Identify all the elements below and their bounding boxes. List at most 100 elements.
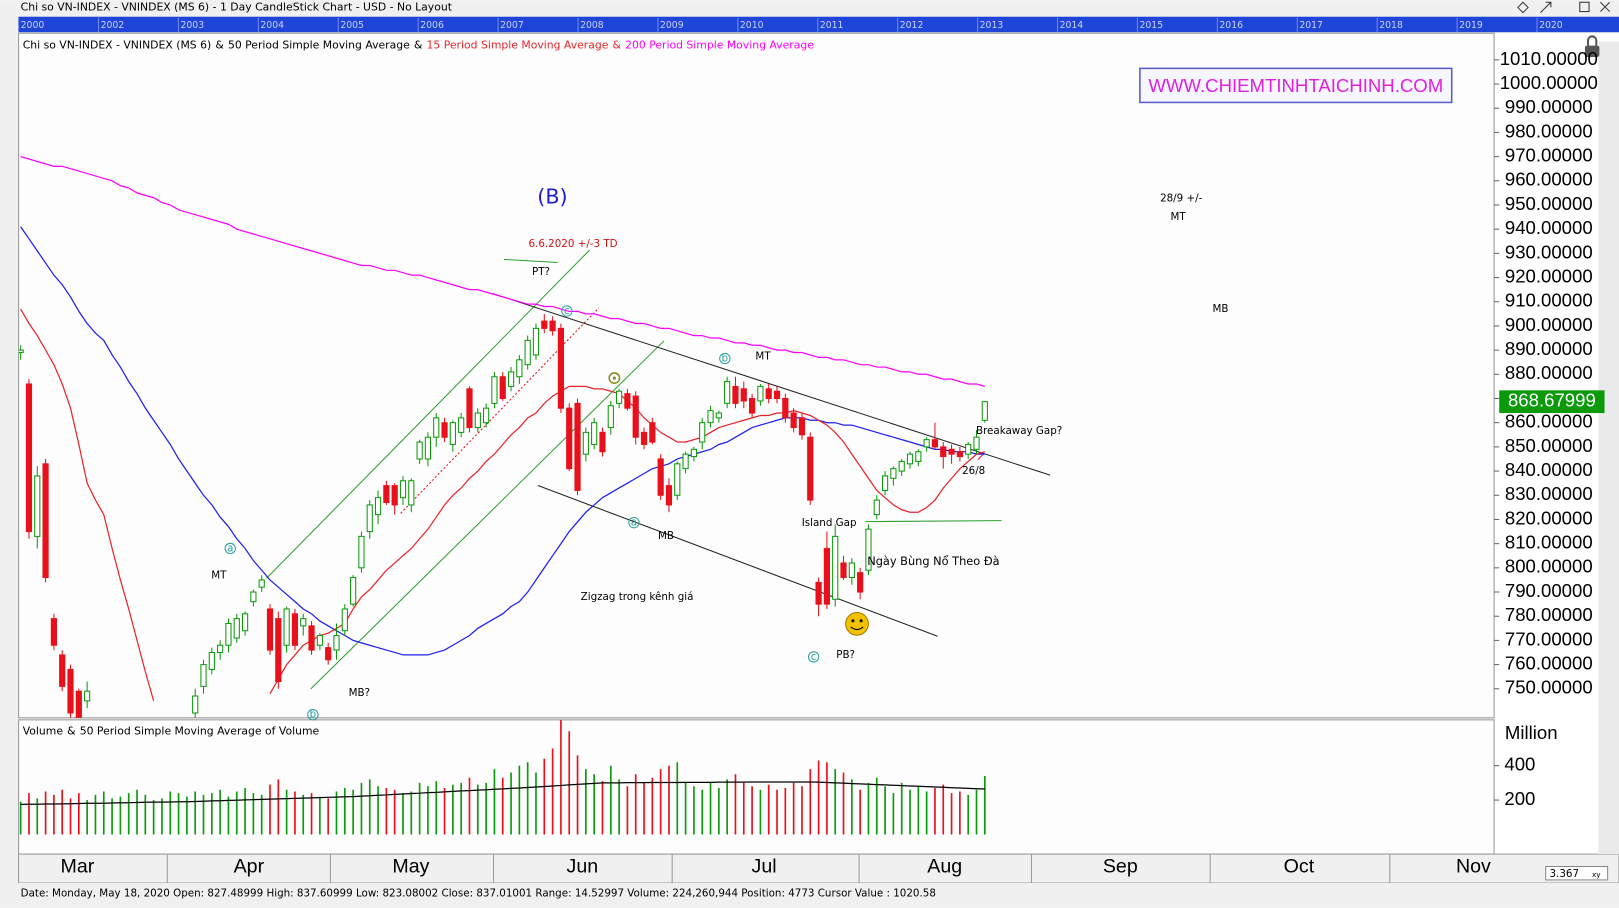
candle-body [433, 417, 440, 438]
legend-volume: Volume [23, 724, 64, 737]
candle-body [807, 436, 814, 501]
y-tick-label: 790.00000 [1505, 580, 1593, 601]
candle-body [599, 431, 606, 453]
candle-body [848, 562, 855, 579]
candle-body [266, 608, 274, 651]
annotation: PB? [836, 649, 855, 661]
annotation: (B) [537, 185, 567, 209]
candle-body [258, 579, 265, 588]
legend-entry: 15 Period Simple Moving Average [427, 39, 609, 52]
watermark-box [1139, 67, 1453, 104]
candle-body [890, 468, 897, 479]
timeline-year: 2007 [500, 20, 524, 31]
candle-body [516, 359, 523, 378]
gap-line [865, 520, 1002, 523]
candle-body [300, 618, 307, 627]
icon-diamond[interactable] [1517, 1, 1529, 14]
annotation: 6.6.2020 +/-3 TD [528, 238, 617, 250]
candle-body [915, 451, 922, 462]
candle-body [466, 388, 473, 429]
y-tick-label: 930.00000 [1505, 241, 1593, 262]
y-tick-label: 950.00000 [1505, 193, 1593, 214]
volume-legend: Volume & 50 Period Simple Moving Average o… [23, 724, 320, 737]
candle-body [857, 572, 864, 593]
smiley [845, 611, 869, 636]
y-tick-label: 890.00000 [1505, 338, 1593, 359]
timeline-year: 2012 [900, 20, 924, 31]
icon-pin[interactable] [1540, 1, 1552, 13]
candle-body [873, 499, 880, 516]
candle-body [782, 397, 789, 419]
lock-icon[interactable] [1584, 45, 1600, 57]
candle-body [715, 412, 722, 419]
timeline-year: 2000 [21, 20, 45, 31]
elliott-circle [719, 352, 731, 365]
smiley-eye [859, 619, 863, 623]
y-tick-label: 1000.00000 [1500, 72, 1598, 93]
candle-body [956, 451, 963, 458]
timeline-year: 2011 [820, 20, 844, 31]
timeline-year: 2017 [1299, 20, 1323, 31]
smiley-eye [851, 619, 855, 623]
candle-body [350, 576, 357, 605]
candle-body [981, 401, 988, 421]
x-tick-label: Jun [567, 856, 599, 878]
candle-body [674, 463, 681, 496]
legend: Chi so VN-INDEX - VNINDEX (MS 6) & 50 Peri… [23, 39, 815, 52]
last-price: 868.67999 [1508, 390, 1596, 411]
candle-body [657, 458, 664, 496]
timeline-year: 2013 [980, 20, 1004, 31]
candle-body [275, 618, 282, 683]
icon-close[interactable] [1600, 1, 1611, 12]
zoom-value: 3.367 [1550, 868, 1580, 880]
candle-body [948, 448, 955, 455]
candle-body [391, 485, 398, 506]
icon-maximize[interactable] [1579, 1, 1590, 13]
lock-shackle [1586, 35, 1598, 46]
zoom-box[interactable] [1545, 865, 1609, 881]
timeline-year: 2008 [580, 20, 604, 31]
timeline-year: 2004 [260, 20, 284, 31]
timeline-year: 2003 [180, 20, 204, 31]
elliott-label: c [811, 651, 817, 663]
candle-body [690, 448, 698, 458]
x-tick-label: Jul [752, 856, 777, 878]
y-tick-label: 760.00000 [1505, 652, 1593, 673]
candle-body [42, 463, 49, 579]
candle-body [283, 608, 290, 646]
candle-body [524, 339, 531, 366]
candle-body [75, 690, 82, 718]
window-controls[interactable] [1513, 1, 1617, 15]
candle-body [724, 381, 731, 404]
y-tick-label: 200 [1504, 788, 1535, 809]
annotation: Breakaway Gap? [976, 425, 1062, 437]
annotation: Ngày Bùng Nổ Theo Đà [867, 554, 999, 568]
candle-body [665, 485, 673, 506]
zoom-mode: xy [1592, 870, 1601, 879]
cycle-marker-dot [612, 376, 616, 380]
candle-body [574, 402, 581, 491]
timeline-year: 2016 [1219, 20, 1243, 31]
candle-body [208, 651, 215, 670]
legend-entry: 50 Period Simple Moving Average [228, 39, 410, 52]
candle-body [973, 436, 980, 450]
smiley-mouth [850, 626, 864, 631]
legend-price: Chi so VN-INDEX - VNINDEX (MS 6) [23, 39, 212, 52]
legend-sep: & [414, 39, 423, 52]
candle-body [408, 480, 415, 506]
x-tick-label: Aug [927, 856, 962, 878]
candle-body [815, 581, 822, 605]
date-axis [18, 853, 1619, 884]
scrollbar[interactable] [1598, 41, 1619, 855]
timeline-year: 2005 [340, 20, 364, 31]
status-bar [0, 883, 1619, 908]
legend-sep: & [67, 724, 76, 737]
candle-body [840, 562, 847, 579]
elliott-circle [307, 709, 319, 721]
legend-sep: & [215, 39, 224, 52]
candle-body [549, 320, 556, 332]
candle-body [308, 625, 315, 651]
volume-ma [20, 781, 985, 805]
